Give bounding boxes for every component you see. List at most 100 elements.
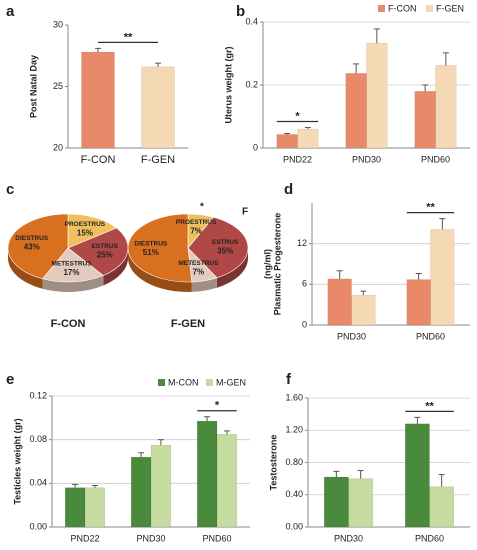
x-tick-label: PND60 bbox=[415, 533, 444, 543]
bar bbox=[414, 91, 436, 149]
significance-mark: ** bbox=[425, 400, 434, 412]
bar bbox=[351, 294, 376, 326]
x-tick-label: PND30 bbox=[334, 533, 363, 543]
bar bbox=[297, 128, 319, 149]
legend-swatch bbox=[378, 5, 385, 12]
slice-value-label: 15% bbox=[77, 228, 93, 237]
y-tick-label: 20 bbox=[53, 142, 63, 152]
y-axis-label: Plasmatic Progesterone bbox=[272, 213, 282, 316]
bar bbox=[406, 279, 431, 326]
x-tick-label: F-GEN bbox=[141, 154, 175, 166]
y-tick-label: 25 bbox=[53, 81, 63, 91]
bar bbox=[327, 278, 352, 326]
slice-label: ESTRUS bbox=[212, 239, 239, 246]
bar bbox=[81, 51, 115, 149]
panel-letter: a bbox=[6, 3, 15, 20]
y-tick-label: 1.20 bbox=[285, 425, 303, 435]
x-tick-label: F-CON bbox=[81, 154, 116, 166]
y-tick-label: 0.2 bbox=[245, 79, 258, 89]
pie-side bbox=[191, 277, 217, 292]
slice-label: PROESTRUS bbox=[176, 219, 217, 226]
bar bbox=[64, 487, 86, 528]
panel-letter: d bbox=[284, 181, 293, 198]
significance-mark: ** bbox=[124, 31, 133, 43]
pie-slice bbox=[7, 213, 69, 280]
y-tick-label: 0.00 bbox=[285, 521, 303, 531]
y-tick-label: 0.04 bbox=[29, 478, 47, 488]
slice-label: METESTRUS bbox=[51, 261, 92, 268]
pie-slice bbox=[67, 227, 129, 276]
bar bbox=[429, 486, 455, 528]
annotation: * bbox=[200, 202, 204, 213]
pie-side bbox=[8, 248, 43, 289]
panel-letter: f bbox=[286, 371, 292, 388]
x-tick-label: PND60 bbox=[202, 533, 231, 543]
significance-mark: ** bbox=[426, 201, 435, 213]
pie-side bbox=[103, 248, 128, 286]
pie-slice bbox=[187, 216, 249, 279]
y-axis-label: Uterus weight (gr) bbox=[223, 46, 233, 123]
y-tick-label: 0.4 bbox=[245, 16, 258, 26]
y-axis-label: (ng/ml) bbox=[262, 249, 272, 279]
pie-slice bbox=[127, 213, 193, 283]
pie-title: F-CON bbox=[51, 318, 86, 330]
slice-value-label: 7% bbox=[193, 267, 205, 276]
legend-swatch bbox=[158, 379, 165, 386]
pie-side bbox=[128, 248, 192, 293]
legend-label: F-CON bbox=[388, 3, 417, 13]
bar bbox=[404, 423, 430, 528]
slice-label: DIESTRUS bbox=[15, 235, 49, 242]
y-tick-label: 0.40 bbox=[285, 489, 303, 499]
y-axis-label: Post Natal Day bbox=[28, 55, 38, 118]
legend-swatch bbox=[426, 5, 433, 12]
legend-label: M-GEN bbox=[216, 377, 246, 387]
bar bbox=[430, 229, 455, 326]
significance-mark: * bbox=[295, 110, 300, 122]
x-tick-label: PND30 bbox=[337, 331, 366, 341]
x-tick-label: PND22 bbox=[283, 154, 312, 164]
x-tick-label: PND30 bbox=[352, 154, 381, 164]
y-tick-label: 30 bbox=[53, 19, 63, 29]
slice-value-label: 17% bbox=[63, 268, 79, 277]
x-tick-label: PND30 bbox=[136, 533, 165, 543]
legend-label: F-GEN bbox=[436, 3, 464, 13]
slice-label: PROESTRUS bbox=[65, 221, 106, 228]
slice-value-label: 51% bbox=[143, 248, 159, 257]
bar bbox=[150, 444, 172, 528]
panel-letter: b bbox=[236, 3, 245, 20]
panel-letter: c bbox=[6, 181, 14, 198]
y-tick-label: 1.60 bbox=[285, 392, 303, 402]
legend-label: M-CON bbox=[168, 377, 199, 387]
panel-letter: e bbox=[6, 371, 14, 388]
bar bbox=[323, 476, 349, 528]
pie-slice bbox=[41, 247, 104, 283]
pie-title: F-GEN bbox=[171, 318, 205, 330]
pie-side bbox=[42, 275, 104, 292]
y-tick-label: 0.08 bbox=[29, 434, 47, 444]
bar bbox=[196, 420, 218, 528]
y-axis-label: Testosterone bbox=[268, 435, 278, 491]
slice-value-label: 25% bbox=[97, 250, 113, 259]
pie-slice bbox=[67, 213, 118, 249]
pie-side bbox=[216, 248, 248, 288]
y-tick-label: 6 bbox=[302, 279, 307, 289]
annotation: F bbox=[242, 207, 248, 218]
y-tick-label: 0 bbox=[302, 319, 307, 329]
bar bbox=[276, 134, 298, 149]
y-axis-label: Testicles weight (gr) bbox=[12, 418, 22, 504]
bar bbox=[216, 433, 238, 528]
y-tick-label: 12 bbox=[297, 238, 307, 248]
x-tick-label: PND60 bbox=[421, 154, 450, 164]
bar bbox=[366, 42, 388, 149]
bar bbox=[130, 456, 152, 528]
x-tick-label: PND60 bbox=[416, 331, 445, 341]
slice-value-label: 43% bbox=[24, 243, 40, 252]
bar bbox=[141, 66, 175, 149]
slice-value-label: 7% bbox=[190, 227, 202, 236]
y-tick-label: 0.80 bbox=[285, 457, 303, 467]
significance-mark: * bbox=[215, 400, 220, 412]
slice-label: DIESTRUS bbox=[134, 240, 168, 247]
slice-value-label: 35% bbox=[217, 246, 233, 255]
bar bbox=[435, 65, 457, 149]
